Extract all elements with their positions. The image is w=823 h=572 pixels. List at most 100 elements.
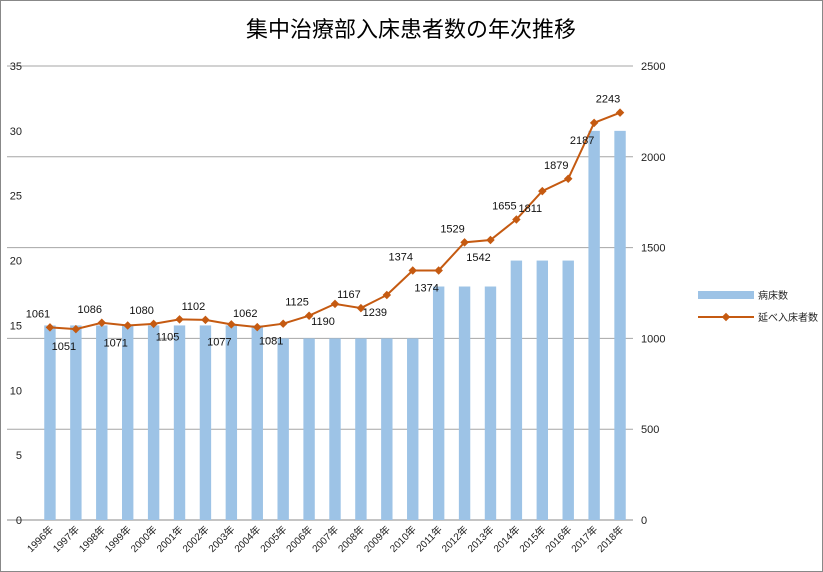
bar [70,325,82,520]
bar [614,130,626,520]
left-tick-label: 30 [10,126,22,138]
line-point [304,311,314,320]
x-tick-label: 2003年 [205,523,237,555]
legend-label-line: 延べ入床者数 [758,311,818,324]
data-label: 1077 [207,336,231,348]
bar [562,260,574,520]
data-label: 2243 [596,94,620,106]
data-label: 1655 [492,200,516,212]
bar [96,325,108,520]
data-label: 1071 [103,338,127,350]
legend: 病床数 延べ入床者数 [698,289,818,324]
line-point [460,238,469,247]
bar [381,338,393,520]
x-tick-label: 2005年 [257,523,289,555]
line-point [356,303,366,313]
right-tick-label: 1000 [641,333,665,345]
line-point [123,321,132,330]
right-tick-label: 2500 [641,61,665,73]
line-point [253,322,262,332]
legend-swatch-bar [698,291,754,299]
line-point [278,319,288,328]
line-point [149,319,158,329]
data-label: 1239 [363,307,387,319]
line-point [408,266,417,275]
gridlines [7,65,633,521]
bar [355,338,367,520]
bar [277,338,289,520]
line-data-labels: 1061 1051 1086 1071 1080 1105 1102 1077 1062 1081… [26,94,621,353]
x-tick-label: 2017年 [568,523,600,555]
x-tick-label: 2011年 [413,523,444,554]
x-tick-label: 2018年 [594,523,626,555]
bar [329,338,341,520]
line-point [201,315,210,325]
chart-title: 集中治療部入床患者数の年次推移 [246,18,576,43]
right-tick-label: 500 [641,424,659,436]
bar [173,325,186,520]
data-label: 1080 [129,305,153,317]
x-tick-label: 2013年 [465,523,497,555]
data-label: 1061 [26,308,50,320]
x-tick-label: 2004年 [231,523,263,555]
data-label: 1542 [466,252,490,264]
line-point [97,318,107,328]
bar [44,325,56,520]
bar [458,286,471,520]
x-tick-label: 2002年 [180,523,212,555]
line-point [45,323,55,332]
bar [588,130,600,520]
bar [225,325,238,520]
data-label: 1062 [233,308,257,320]
bar [484,286,497,520]
data-label: 1529 [440,223,464,235]
line-point [589,118,599,128]
bar [407,338,419,520]
bar-series [44,130,626,520]
line-point [563,174,573,184]
x-tick-label: 2016年 [542,523,574,555]
x-tick-label: 2009年 [361,523,393,555]
x-tick-label: 2006年 [283,523,315,555]
right-tick-label: 0 [641,515,647,527]
x-tick-label: 2014年 [491,523,523,555]
data-label: 1105 [156,331,180,343]
legend-label-bar: 病床数 [758,289,788,302]
left-tick-label: 0 [16,515,22,527]
data-label: 1374 [414,282,438,294]
line-point [330,299,340,309]
left-axis-ticks: 0 5 10 15 20 25 30 35 [10,61,22,527]
left-tick-label: 25 [10,191,22,203]
data-label: 1102 [182,301,206,313]
legend-swatch-marker [721,312,731,322]
left-tick-label: 15 [10,320,22,332]
data-label: 1125 [285,297,309,309]
data-label: 1086 [78,304,102,316]
x-tick-label: 2008年 [335,523,367,555]
bar [147,325,160,520]
x-tick-label: 2007年 [309,523,341,555]
right-tick-label: 2000 [641,152,665,164]
data-label: 1167 [337,289,361,301]
bar [432,286,445,520]
data-label: 1879 [544,160,568,172]
x-tick-label: 2012年 [439,523,471,555]
left-tick-label: 35 [10,61,22,73]
line-point [615,108,625,117]
line-point [434,266,443,275]
left-tick-label: 10 [10,385,22,397]
x-tick-label: 1998年 [76,523,108,555]
x-axis-ticks: 1996年1997年1998年1999年2000年2001年2002年2003年… [24,523,626,555]
line-point [382,290,392,300]
bar [510,260,523,520]
left-tick-label: 5 [16,450,22,462]
data-label: 1190 [311,316,335,328]
x-tick-label: 1996年 [24,523,56,555]
bar [121,325,134,520]
data-label: 1811 [518,203,542,215]
x-tick-label: 2001年 [154,523,186,555]
bar [303,338,315,520]
x-tick-label: 1997年 [50,523,82,555]
